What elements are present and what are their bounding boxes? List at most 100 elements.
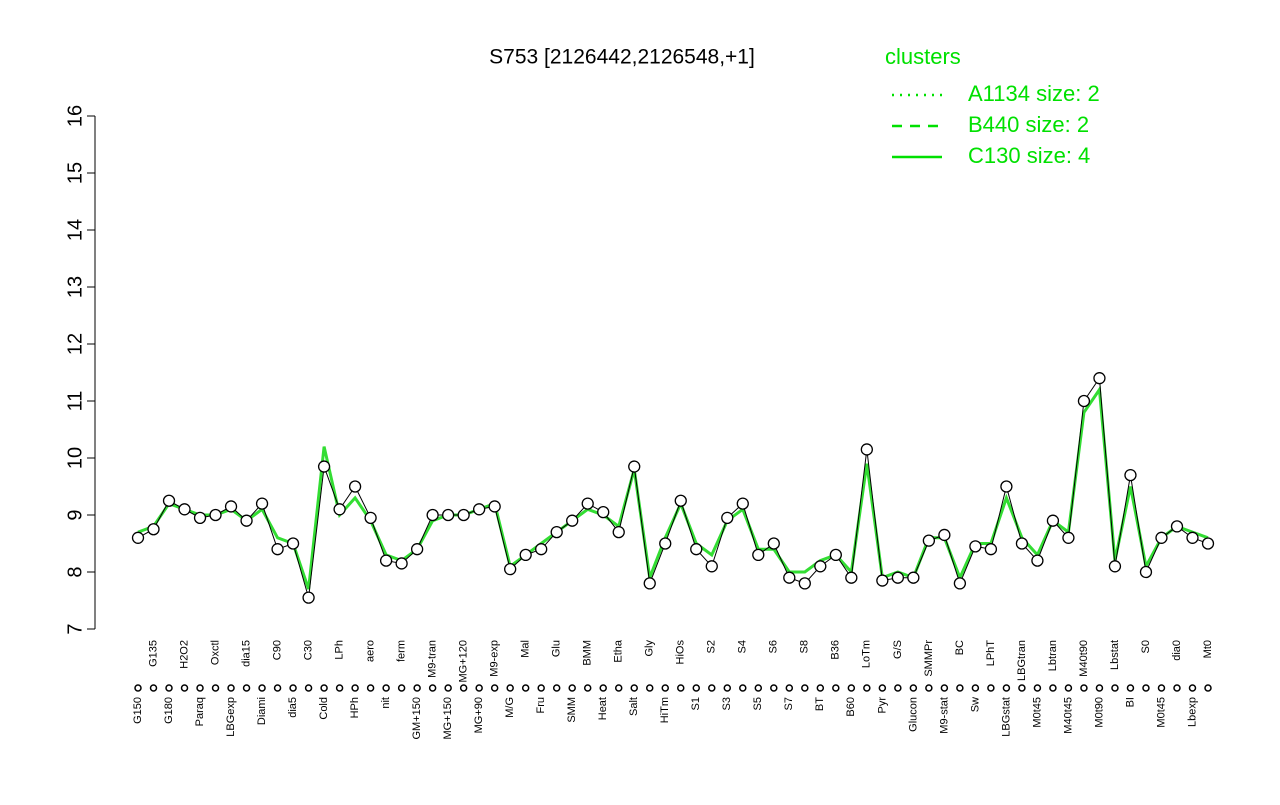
data-point: [597, 506, 610, 519]
category-dot: [754, 684, 763, 692]
category-dot: [382, 684, 390, 692]
data-point: [938, 528, 951, 542]
x-tick-label: Fru: [535, 697, 547, 714]
category-dot: [785, 684, 794, 692]
x-tick-label: BMM: [582, 640, 594, 666]
data-point: [953, 577, 967, 590]
category-dot: [894, 684, 902, 692]
data-point: [178, 503, 191, 516]
category-dot: [770, 684, 778, 692]
data-point: [131, 531, 145, 544]
category-dot: [956, 684, 964, 692]
category-dot: [1157, 684, 1166, 692]
data-point: [566, 514, 579, 527]
data-point: [240, 514, 253, 527]
y-tick-label: 11: [64, 391, 86, 412]
data-point: [147, 523, 160, 536]
chart-title: S753 [2126442,2126548,+1]: [489, 46, 755, 69]
category-dot: [165, 684, 173, 692]
x-tick-label: LBGexp: [225, 697, 237, 737]
x-tick-label: S4: [737, 640, 749, 653]
category-dot: [397, 684, 406, 692]
x-tick-label: HPh: [349, 697, 361, 718]
y-tick-label: 15: [64, 162, 86, 184]
data-point: [224, 500, 238, 513]
legend-title: clusters: [885, 44, 961, 69]
category-dot: [940, 684, 949, 692]
data-point: [364, 511, 377, 524]
category-dot: [475, 684, 483, 692]
data-point: [581, 497, 594, 510]
data-point: [348, 480, 362, 493]
category-dot: [971, 684, 980, 692]
x-tick-label: G/S: [892, 640, 904, 659]
category-dot: [289, 684, 297, 692]
x-tick-label: S2: [706, 640, 718, 653]
x-tick-label: LBGstat: [1000, 697, 1012, 737]
data-point: [1062, 531, 1075, 544]
category-dot: [832, 684, 840, 692]
category-dot: [428, 684, 437, 692]
data-point: [1000, 480, 1013, 493]
x-tick-label: LPh: [334, 640, 346, 660]
x-tick-label: S0: [1140, 640, 1152, 653]
data-point: [286, 537, 300, 550]
x-tick-label: Cold: [318, 697, 330, 720]
category-dot: [413, 684, 421, 692]
category-dot: [537, 684, 545, 692]
data-point: [984, 543, 998, 556]
data-point: [1124, 468, 1137, 482]
data-point: [1139, 565, 1153, 579]
category-dot: [1033, 684, 1042, 692]
x-tick-label: nit: [380, 697, 392, 709]
x-tick-label: SMM: [566, 697, 578, 723]
category-dot: [1018, 684, 1026, 692]
category-dot: [351, 684, 359, 692]
x-tick-label: C30: [302, 640, 314, 660]
data-point: [736, 497, 749, 510]
data-point: [193, 511, 207, 524]
x-tick-label: HiOs: [675, 640, 687, 665]
x-tick-label: Glucon: [907, 697, 919, 732]
y-tick-label: 16: [64, 105, 86, 127]
category-dot: [1204, 684, 1212, 692]
category-dot: [552, 684, 561, 692]
category-dot: [444, 684, 452, 692]
y-tick-label: 13: [64, 276, 86, 298]
category-dot: [692, 684, 701, 692]
data-point: [798, 577, 811, 590]
x-tick-label: G150: [132, 697, 144, 724]
data-point: [674, 494, 687, 507]
category-dot: [366, 684, 375, 692]
category-dot: [1049, 684, 1057, 692]
data-point: [535, 543, 548, 556]
x-tick-label: B36: [830, 640, 842, 660]
x-tick-label: GM+150: [411, 697, 423, 740]
data-point: [659, 537, 672, 550]
data-point: [333, 503, 346, 516]
category-dot: [614, 684, 623, 692]
category-dot: [1095, 684, 1104, 692]
category-dot: [196, 684, 204, 692]
data-point: [162, 494, 176, 507]
x-tick-label: Sw: [969, 697, 981, 712]
y-tick-label: 12: [64, 333, 86, 355]
category-dot: [1173, 684, 1181, 692]
category-dot: [909, 684, 918, 692]
x-tick-label: aero: [365, 640, 377, 662]
y-tick-label: 10: [64, 447, 86, 469]
x-tick-label: MG+90: [473, 697, 485, 733]
category-dot: [816, 684, 825, 692]
cluster-line: [137, 385, 1209, 590]
data-point: [395, 557, 408, 570]
x-tick-label: M9-stat: [938, 697, 950, 734]
data-point: [209, 508, 222, 522]
data-point: [488, 500, 501, 513]
data-point: [1170, 520, 1184, 533]
x-tick-label: Lbtran: [1047, 640, 1059, 671]
category-dot: [335, 684, 344, 692]
x-tick-label: M9-tran: [427, 640, 439, 678]
data-point: [969, 540, 982, 553]
data-point: [255, 497, 269, 510]
category-dot: [878, 684, 887, 692]
